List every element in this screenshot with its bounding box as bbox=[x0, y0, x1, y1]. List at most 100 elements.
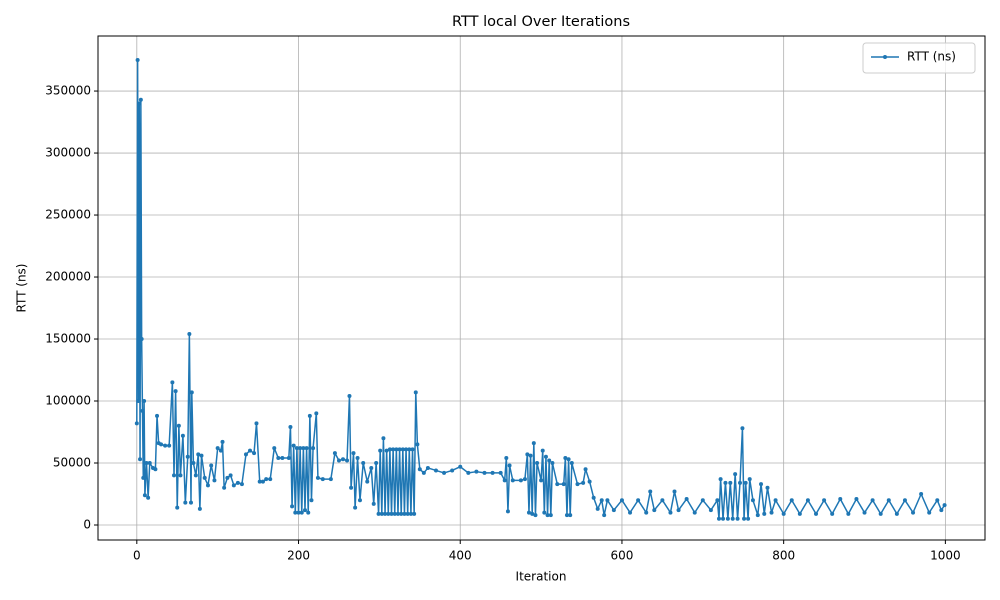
x-tick-label: 0 bbox=[133, 549, 141, 563]
point bbox=[178, 473, 183, 478]
point bbox=[187, 332, 192, 337]
point bbox=[302, 508, 307, 513]
y-tick-label: 350000 bbox=[45, 84, 91, 98]
point bbox=[838, 496, 843, 501]
point bbox=[351, 451, 356, 456]
point bbox=[212, 478, 217, 483]
series-line bbox=[136, 59, 946, 520]
point bbox=[822, 498, 827, 503]
point bbox=[286, 456, 291, 461]
point bbox=[392, 511, 397, 516]
point bbox=[619, 498, 624, 503]
point bbox=[294, 446, 299, 451]
point bbox=[564, 513, 569, 518]
point bbox=[170, 380, 175, 385]
point bbox=[723, 480, 728, 485]
point bbox=[280, 456, 285, 461]
point bbox=[919, 492, 924, 497]
point bbox=[365, 479, 370, 484]
point bbox=[413, 390, 418, 395]
point bbox=[542, 510, 547, 515]
point bbox=[205, 483, 210, 488]
point bbox=[147, 461, 152, 466]
y-tick-label: 0 bbox=[83, 517, 91, 531]
point bbox=[320, 477, 325, 482]
point bbox=[566, 457, 571, 462]
point bbox=[183, 500, 188, 505]
point bbox=[355, 456, 360, 461]
point bbox=[142, 399, 147, 404]
point bbox=[175, 505, 180, 510]
point bbox=[260, 479, 265, 484]
point bbox=[718, 477, 723, 482]
point bbox=[870, 498, 875, 503]
point bbox=[715, 498, 720, 503]
point bbox=[293, 510, 298, 515]
point bbox=[735, 516, 740, 521]
point bbox=[490, 470, 495, 475]
point bbox=[563, 456, 568, 461]
x-tick-label: 600 bbox=[610, 549, 633, 563]
point bbox=[155, 413, 160, 418]
point bbox=[474, 469, 479, 474]
point bbox=[381, 436, 386, 441]
point bbox=[939, 508, 944, 513]
point bbox=[405, 511, 410, 516]
point bbox=[167, 443, 172, 448]
point bbox=[725, 516, 730, 521]
point bbox=[482, 470, 487, 475]
point bbox=[191, 461, 196, 466]
point bbox=[450, 468, 455, 473]
point bbox=[209, 463, 214, 468]
grid bbox=[98, 36, 985, 540]
point bbox=[421, 470, 426, 475]
y-axis-label: RTT (ns) bbox=[15, 264, 29, 313]
point bbox=[628, 510, 633, 515]
point bbox=[636, 498, 641, 503]
y-tick-label: 200000 bbox=[45, 270, 91, 284]
point bbox=[530, 511, 535, 516]
point bbox=[399, 511, 404, 516]
point bbox=[345, 458, 350, 463]
point bbox=[927, 510, 932, 515]
point bbox=[361, 461, 366, 466]
point bbox=[304, 446, 309, 451]
point bbox=[243, 452, 248, 457]
point bbox=[548, 513, 553, 518]
point bbox=[540, 448, 545, 453]
point bbox=[402, 511, 407, 516]
point bbox=[797, 511, 802, 516]
point bbox=[189, 390, 194, 395]
point bbox=[518, 478, 523, 483]
point bbox=[153, 467, 158, 472]
point bbox=[575, 482, 580, 487]
point bbox=[311, 446, 316, 451]
point bbox=[336, 458, 341, 463]
point bbox=[144, 461, 149, 466]
point bbox=[894, 511, 899, 516]
point bbox=[306, 510, 311, 515]
point bbox=[498, 470, 503, 475]
point bbox=[595, 506, 600, 511]
point bbox=[146, 495, 151, 500]
point bbox=[466, 470, 471, 475]
point bbox=[407, 447, 412, 452]
point bbox=[340, 457, 345, 462]
point bbox=[605, 498, 610, 503]
point bbox=[386, 511, 391, 516]
point bbox=[332, 451, 337, 456]
point bbox=[648, 489, 653, 494]
point bbox=[315, 475, 320, 480]
point bbox=[743, 480, 748, 485]
point bbox=[942, 503, 947, 508]
point bbox=[700, 498, 705, 503]
point bbox=[159, 442, 164, 447]
point bbox=[692, 510, 697, 515]
point bbox=[199, 453, 204, 458]
point bbox=[222, 485, 227, 490]
y-tick-label: 150000 bbox=[45, 332, 91, 346]
point bbox=[886, 498, 891, 503]
point bbox=[721, 516, 726, 521]
point bbox=[789, 498, 794, 503]
